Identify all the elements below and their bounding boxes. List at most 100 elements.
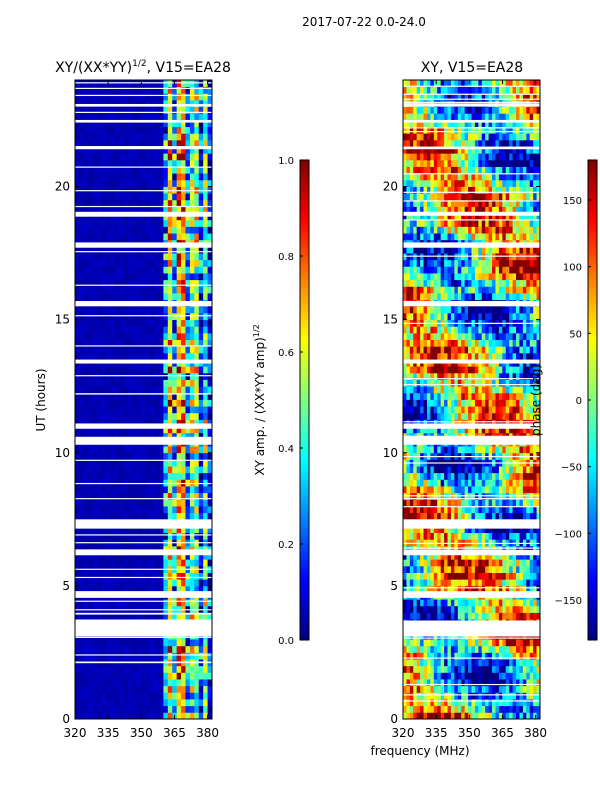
- heatmap-cell: [447, 539, 452, 547]
- heatmap-cell: [198, 579, 204, 587]
- heatmap-cell: [454, 612, 459, 620]
- heatmap-cell: [440, 472, 445, 480]
- heatmap-cell: [447, 585, 452, 593]
- heatmap-cell: [83, 525, 89, 534]
- heatmap-cell: [132, 186, 138, 194]
- heatmap-cell: [478, 419, 483, 427]
- heatmap-cell: [79, 712, 85, 720]
- heatmap-cell: [437, 692, 442, 700]
- heatmap-cell: [207, 466, 213, 474]
- heatmap-cell: [488, 506, 493, 514]
- heatmap-cell: [485, 585, 490, 593]
- heatmap-cell: [163, 173, 169, 181]
- heatmap-cell: [433, 679, 438, 687]
- heatmap-cell: [167, 352, 173, 360]
- heatmap-cell: [132, 419, 138, 427]
- flagged-time-gap: [75, 211, 212, 216]
- heatmap-cell: [502, 685, 507, 693]
- heatmap-cell: [163, 486, 169, 494]
- heatmap-cell: [128, 319, 133, 327]
- heatmap-cell: [105, 306, 111, 314]
- heatmap-cell: [481, 499, 486, 507]
- heatmap-cell: [110, 712, 116, 720]
- heatmap-cell: [488, 539, 493, 547]
- heatmap-cell: [461, 565, 466, 573]
- heatmap-cell: [163, 106, 169, 114]
- heatmap-cell: [92, 492, 98, 500]
- heatmap-cell: [468, 645, 472, 653]
- heatmap-cell: [163, 685, 169, 693]
- heatmap-cell: [454, 659, 459, 667]
- heatmap-cell: [403, 665, 407, 673]
- heatmap-cell: [119, 173, 125, 181]
- heatmap-cell: [457, 532, 462, 540]
- heatmap-cell: [181, 559, 186, 567]
- heatmap-cell: [181, 273, 186, 281]
- heatmap-cell: [132, 506, 138, 514]
- heatmap-cell: [110, 193, 116, 201]
- heatmap-cell: [158, 99, 164, 108]
- heatmap-cell: [92, 712, 98, 720]
- heatmap-cell: [185, 226, 191, 234]
- heatmap-cell: [75, 665, 80, 673]
- heatmap-cell: [150, 306, 155, 314]
- heatmap-cell: [75, 166, 80, 174]
- heatmap-cell: [430, 565, 435, 573]
- heatmap-cell: [75, 459, 80, 467]
- heatmap-cell: [101, 266, 107, 274]
- heatmap-cell: [181, 173, 186, 181]
- heatmap-cell: [154, 379, 160, 387]
- heatmap-cell: [92, 392, 98, 400]
- heatmap-cell: [536, 446, 541, 454]
- heatmap-cell: [522, 572, 527, 580]
- heatmap-cell: [114, 412, 120, 420]
- heatmap-cell: [437, 685, 442, 693]
- heatmap-cell: [406, 612, 411, 620]
- heatmap-cell: [203, 166, 208, 174]
- heatmap-cell: [105, 286, 111, 294]
- heatmap-cell: [471, 585, 476, 593]
- heatmap-cell: [101, 479, 107, 487]
- heatmap-cell: [88, 699, 94, 707]
- heatmap-cell: [519, 472, 524, 480]
- heatmap-cell: [88, 466, 94, 474]
- heatmap-cell: [167, 692, 173, 700]
- heatmap-cell: [522, 612, 527, 620]
- heatmap-cell: [430, 426, 435, 434]
- heatmap-cell: [509, 499, 513, 507]
- heatmap-cell: [198, 406, 204, 414]
- heatmap-cell: [158, 312, 164, 321]
- heatmap-cell: [75, 133, 80, 141]
- heatmap-cell: [154, 219, 160, 227]
- heatmap-cell: [485, 399, 490, 407]
- heatmap-cell: [75, 126, 80, 134]
- heatmap-cell: [128, 585, 133, 593]
- heatmap-cell: [128, 199, 133, 207]
- heatmap-cell: [464, 612, 469, 620]
- heatmap-cell: [136, 665, 142, 673]
- heatmap-cell: [481, 559, 486, 567]
- heatmap-cell: [536, 605, 541, 613]
- heatmap-cell: [454, 679, 459, 687]
- heatmap-cell: [526, 446, 531, 454]
- heatmap-cell: [101, 699, 107, 707]
- heatmap-cell: [403, 552, 407, 560]
- heatmap-cell: [468, 486, 472, 494]
- heatmap-cell: [136, 166, 142, 174]
- heatmap-cell: [88, 705, 94, 713]
- heatmap-cell: [189, 639, 195, 647]
- heatmap-cell: [403, 685, 407, 693]
- heatmap-cell: [88, 479, 94, 487]
- heatmap-cell: [181, 466, 186, 474]
- heatmap-cell: [433, 512, 438, 520]
- heatmap-cell: [176, 525, 182, 534]
- heatmap-cell: [97, 506, 102, 514]
- heatmap-cell: [437, 712, 442, 720]
- heatmap-cell: [97, 339, 102, 347]
- heatmap-cell: [136, 332, 142, 340]
- heatmap-cell: [457, 466, 462, 474]
- flagged-scan-line: [75, 315, 212, 317]
- heatmap-cell: [97, 366, 102, 374]
- flagged-scan-line: [75, 345, 212, 347]
- heatmap-cell: [79, 226, 85, 234]
